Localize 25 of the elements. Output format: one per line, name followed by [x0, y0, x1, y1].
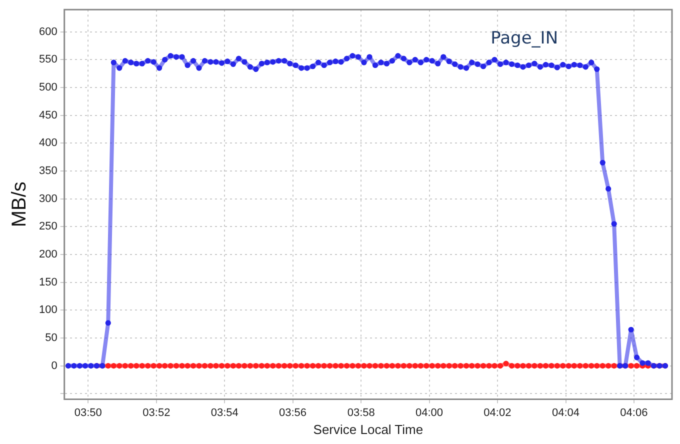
x-tick-label: 04:06	[620, 406, 648, 419]
x-tick-label: 04:02	[484, 406, 512, 419]
x-tick-label: 03:56	[278, 406, 307, 419]
y-tick-label: 150	[38, 276, 58, 288]
y-tick-label: 100	[38, 304, 58, 316]
x-tick-label: 03:50	[74, 406, 102, 419]
y-axis-title: MB/s	[8, 182, 31, 228]
y-tick-label: 450	[38, 109, 58, 122]
y-tick-label: 300	[38, 192, 58, 205]
x-tick-label: 03:54	[210, 406, 238, 419]
y-tick-label: 0	[51, 360, 58, 372]
y-tick-label: 50	[45, 332, 58, 344]
x-tick-label: 03:52	[142, 406, 170, 419]
x-axis-title: Service Local Time	[313, 422, 424, 437]
y-tick-label: 600	[38, 26, 58, 38]
y-tick-label: 500	[38, 82, 58, 94]
x-tick-label: 03:58	[347, 406, 375, 419]
x-tick-label: 04:04	[552, 406, 580, 419]
y-tick-label: 550	[38, 54, 58, 66]
y-tick-label: 200	[38, 248, 58, 261]
x-tick-label: 04:00	[416, 406, 444, 419]
y-tick-label: 400	[38, 137, 58, 150]
y-tick-label: 350	[38, 165, 58, 178]
series-label: Page_IN	[490, 28, 558, 49]
y-tick-label: 250	[38, 220, 58, 233]
